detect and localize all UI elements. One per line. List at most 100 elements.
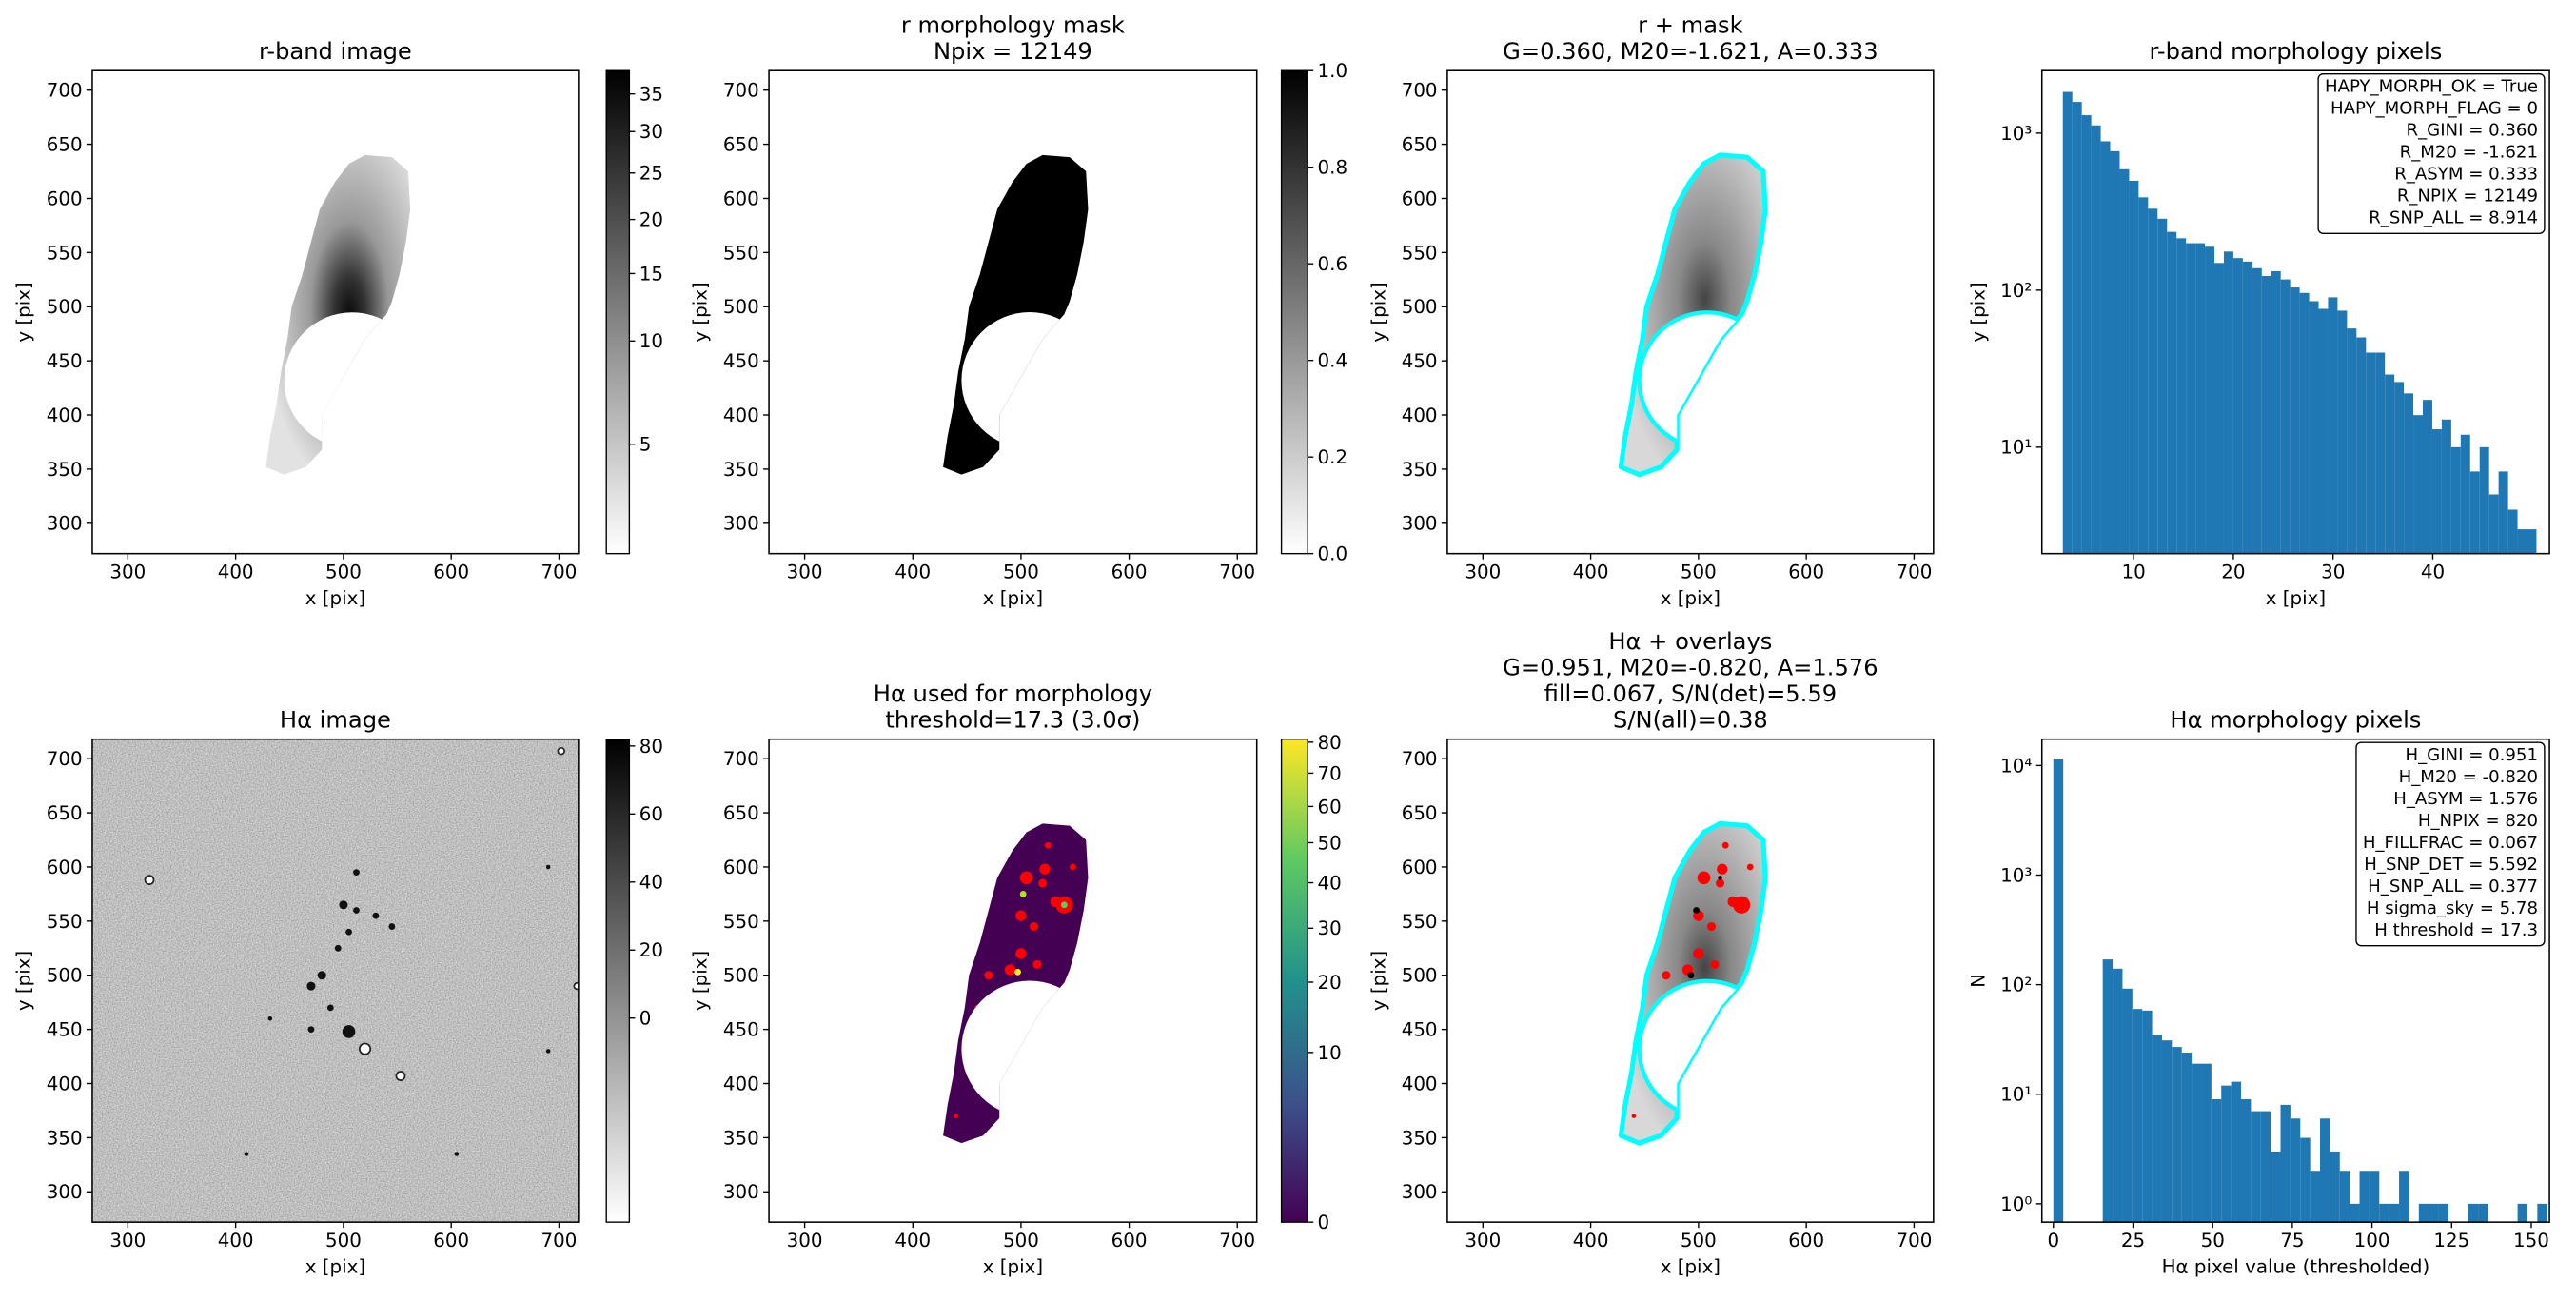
panel: 300 400 500 600 700 300 350 400 450 500 550 600 650 7…	[689, 12, 1347, 610]
y-tick-label: 550	[47, 242, 83, 264]
y-tick-label: 600	[723, 187, 759, 209]
x-tick-label: 300	[1465, 1230, 1501, 1252]
y-tick-label: 650	[47, 802, 83, 824]
bar	[2181, 1052, 2193, 1223]
bar	[2404, 393, 2414, 554]
panel: 0 25 50 75 100 125 150 10⁰ 10¹ 10² 10³ 10⁴ Hα pixel …	[1967, 707, 2550, 1278]
source-region	[1004, 964, 1016, 976]
source-region	[1717, 863, 1728, 875]
chart-title: Hα image	[280, 707, 391, 734]
bar	[2261, 276, 2271, 554]
chart-title: r-band morphology pixels	[2150, 38, 2443, 65]
source-region	[1050, 896, 1061, 908]
annotation: H threshold = 17.3	[2374, 920, 2538, 940]
colorbar-tick-label: 1.0	[1318, 60, 1348, 82]
panel: 300 400 500 600 700 300 350 400 450 500 550 600 650 7…	[12, 38, 663, 609]
colorbar-tick-label: 20	[1318, 972, 1342, 994]
y-axis-label: y [pix]	[1367, 951, 1389, 1011]
bar	[2413, 415, 2424, 554]
y-tick-label: 450	[1402, 1019, 1438, 1041]
bar	[2214, 263, 2224, 554]
annotation: H_FILLFRAC = 0.067	[2363, 833, 2538, 853]
bar	[2271, 270, 2281, 554]
x-tick-label: 500	[1003, 562, 1039, 583]
bar	[2129, 180, 2139, 554]
annotation: R_GINI = 0.360	[2407, 121, 2538, 141]
chart-title: S/N(all)=0.38	[1613, 707, 1768, 734]
bar	[2423, 400, 2432, 554]
panel: 300 400 500 600 700 300 350 400 450 500 550 600 650 7…	[1367, 12, 1935, 609]
colorbar-tick-label: 80	[639, 736, 663, 758]
x-tick-label: 400	[218, 1230, 254, 1252]
source	[307, 1026, 315, 1034]
source	[342, 1025, 356, 1038]
plot-area	[943, 823, 1089, 1144]
source	[454, 1152, 460, 1156]
y-axis-label: y [pix]	[1367, 282, 1389, 342]
axes-frame	[1446, 69, 1935, 555]
bright-pixel	[1019, 890, 1027, 897]
y-tick-label: 700	[1402, 748, 1438, 770]
bar	[2091, 125, 2101, 554]
bar	[2113, 968, 2123, 1223]
y-tick-label: 400	[723, 1073, 759, 1094]
source-region	[1044, 841, 1052, 849]
bar	[2260, 1111, 2271, 1223]
bar	[2100, 141, 2111, 554]
colorbar-tick-label: 15	[639, 263, 663, 285]
y-tick-label: 550	[723, 242, 759, 264]
cutout	[1637, 310, 1766, 451]
bar	[2122, 988, 2133, 1223]
bar	[2240, 1099, 2252, 1223]
mask-cutout	[284, 312, 411, 448]
bar	[2201, 1063, 2212, 1223]
x-tick-label: 125	[2433, 1230, 2469, 1252]
y-tick-label: 350	[47, 459, 83, 481]
y-tick-label: 10¹	[2000, 1084, 2032, 1106]
source	[353, 869, 360, 877]
colorbar-tick-label: 60	[1318, 796, 1342, 818]
y-tick-label: 650	[1402, 133, 1438, 155]
x-tick-label: 400	[1573, 562, 1609, 583]
bar	[2356, 337, 2367, 554]
x-tick-label: 0	[2047, 1230, 2059, 1252]
bar	[2359, 1171, 2370, 1223]
annotation: H_M20 = -0.820	[2399, 767, 2538, 787]
chart-title: G=0.360, M20=-1.621, A=0.333	[1503, 38, 1878, 65]
cutout	[1637, 978, 1766, 1119]
bar	[2517, 1203, 2527, 1223]
source	[372, 912, 380, 919]
bar	[2389, 1203, 2400, 1223]
x-axis-label: x [pix]	[1661, 587, 1721, 609]
source-region	[1662, 971, 1671, 980]
source-region	[1710, 959, 1720, 969]
x-tick-label: 25	[2121, 1230, 2145, 1252]
bar	[2221, 1085, 2232, 1223]
x-tick-label: 600	[433, 1230, 469, 1252]
colorbar-tick-label: 25	[639, 163, 663, 185]
x-tick-label: 75	[2280, 1230, 2304, 1252]
bar	[2195, 243, 2206, 554]
bar	[2119, 168, 2130, 554]
x-tick-label: 600	[1788, 1230, 1824, 1252]
colorbar-tick-label: 0.4	[1318, 350, 1348, 372]
y-tick-label: 500	[1402, 965, 1438, 987]
source	[326, 1004, 334, 1012]
y-tick-label: 300	[1402, 513, 1438, 535]
colorbar-tick-label: 20	[639, 209, 663, 231]
x-tick-label: 500	[325, 562, 362, 583]
y-tick-label: 450	[47, 350, 83, 372]
colorbar-tick-label: 0.2	[1318, 446, 1348, 468]
x-tick-label: 400	[1573, 1230, 1609, 1252]
x-axis-label: x [pix]	[1661, 1256, 1721, 1278]
colorbar-tick-label: 0.6	[1318, 253, 1348, 275]
bar	[2337, 310, 2348, 554]
bar	[2271, 1151, 2281, 1223]
bar	[2053, 759, 2064, 1223]
bar	[2280, 1104, 2291, 1223]
x-axis-label: x [pix]	[305, 587, 365, 609]
colorbar-tick-label: 30	[1318, 917, 1342, 939]
bar	[2517, 529, 2527, 554]
source	[345, 928, 352, 936]
bar	[2161, 1040, 2173, 1223]
